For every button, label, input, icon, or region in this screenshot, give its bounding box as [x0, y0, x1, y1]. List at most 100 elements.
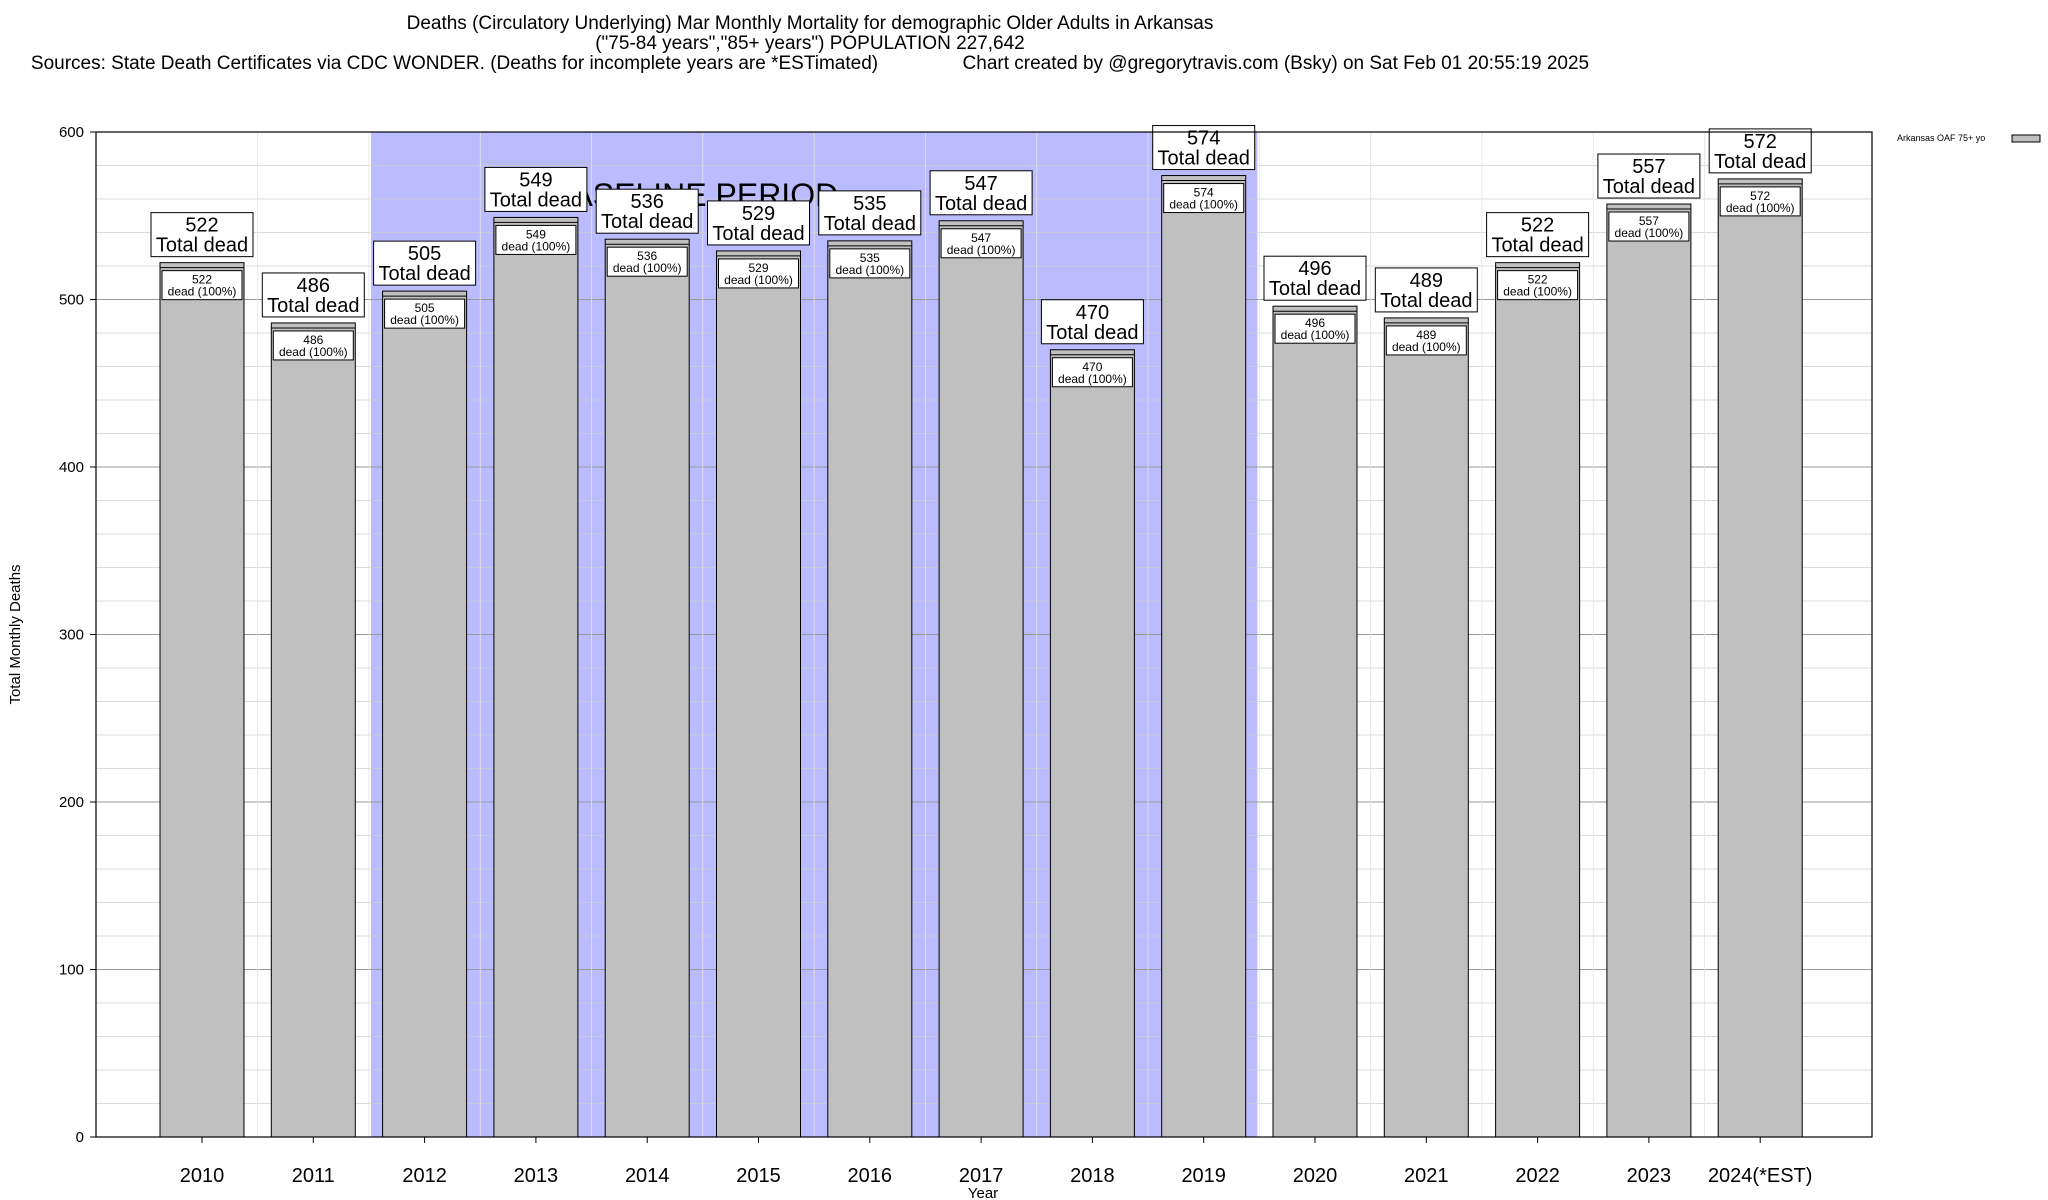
y-tick-label: 100 [59, 962, 84, 979]
bar [1383, 317, 1469, 1138]
inner-label-box [272, 330, 354, 361]
top-total-label: Total dead [490, 189, 582, 211]
top-total-label: Total dead [1714, 151, 1806, 173]
inner-percent-label: dead (100%) [1726, 201, 1795, 215]
y-tick-label: 300 [59, 627, 84, 644]
inner-value-label: 535 [860, 251, 880, 265]
inner-value-label: 489 [1416, 328, 1436, 342]
chart-subtitle: ("75-84 years","85+ years") POPULATION 2… [595, 33, 1025, 54]
inner-value-label: 574 [1194, 186, 1214, 200]
top-total-label: Total dead [935, 193, 1027, 215]
chart-title: Deaths (Circulatory Underlying) Mar Mont… [406, 13, 1214, 34]
x-tick-label: 2013 [514, 1165, 559, 1187]
inner-percent-label: dead (100%) [1281, 328, 1350, 342]
inner-percent-label: dead (100%) [613, 261, 682, 275]
top-total-label: Total dead [1603, 176, 1695, 198]
bar [270, 322, 356, 1138]
bar [493, 216, 579, 1138]
top-label-box [150, 212, 254, 258]
top-value-label: 522 [185, 215, 218, 237]
inner-percent-label: dead (100%) [502, 239, 571, 253]
inner-percent-label: dead (100%) [1169, 198, 1238, 212]
top-label-box [1708, 128, 1812, 174]
top-total-label: Total dead [1046, 322, 1138, 344]
y-tick-label: 400 [59, 459, 84, 476]
top-value-label: 470 [1076, 302, 1109, 324]
inner-label-box [384, 298, 466, 329]
y-tick-label: 600 [59, 124, 84, 141]
inner-label-box [1163, 183, 1245, 214]
y-tick-label: 200 [59, 794, 84, 811]
x-tick-label: 2021 [1404, 1165, 1449, 1187]
inner-value-label: 522 [1528, 273, 1548, 287]
top-value-label: 486 [297, 275, 330, 297]
inner-percent-label: dead (100%) [835, 263, 904, 277]
inner-value-label: 522 [192, 273, 212, 287]
bar [1717, 178, 1803, 1138]
x-tick-label: 2014 [625, 1165, 670, 1187]
inner-percent-label: dead (100%) [947, 243, 1016, 257]
top-total-label: Total dead [1380, 290, 1472, 312]
top-value-label: 522 [1521, 215, 1554, 237]
top-value-label: 529 [742, 203, 775, 225]
y-axis-title: Total Monthly Deaths [7, 564, 24, 704]
bar [938, 220, 1024, 1138]
top-value-label: 489 [1410, 270, 1443, 292]
inner-label-box [1497, 270, 1579, 301]
y-tick-label: 500 [59, 292, 84, 309]
inner-percent-label: dead (100%) [724, 273, 793, 287]
inner-percent-label: dead (100%) [1615, 226, 1684, 240]
y-tick-label: 0 [76, 1129, 84, 1146]
x-tick-label: 2015 [736, 1165, 781, 1187]
x-tick-label: 2012 [402, 1165, 447, 1187]
top-total-label: Total dead [1491, 235, 1583, 257]
inner-percent-label: dead (100%) [390, 313, 459, 327]
inner-percent-label: dead (100%) [1503, 285, 1572, 299]
inner-label-box [829, 248, 911, 279]
bar [1606, 203, 1692, 1138]
top-label-box [1486, 212, 1590, 258]
top-total-label: Total dead [824, 213, 916, 235]
x-tick-label: 2019 [1181, 1165, 1226, 1187]
legend-label: Arkansas OAF 75+ yo [1897, 133, 1985, 143]
bar [1049, 349, 1135, 1138]
bar [604, 238, 690, 1138]
x-tick-label: 2022 [1515, 1165, 1560, 1187]
bar [1495, 262, 1581, 1138]
inner-value-label: 496 [1305, 316, 1325, 330]
top-label-box [1597, 153, 1701, 199]
inner-percent-label: dead (100%) [279, 345, 348, 359]
x-axis-title: Year [968, 1185, 998, 1200]
bar [159, 262, 245, 1138]
x-tick-label: 2011 [292, 1165, 335, 1187]
top-label-box [373, 240, 477, 286]
x-tick-label: 2024(*EST) [1708, 1165, 1813, 1187]
inner-value-label: 557 [1639, 214, 1659, 228]
top-total-label: Total dead [1158, 148, 1250, 170]
legend-swatch [2011, 134, 2041, 143]
top-total-label: Total dead [1269, 278, 1361, 300]
inner-label-box [1274, 313, 1356, 344]
inner-label-box [495, 224, 577, 255]
top-label-box [1374, 267, 1478, 313]
chart-source-line: Sources: State Death Certificates via CD… [30, 53, 1590, 74]
top-value-label: 547 [964, 173, 997, 195]
top-value-label: 572 [1744, 131, 1777, 153]
inner-label-box [940, 228, 1022, 259]
top-label-box [929, 170, 1033, 216]
bar [382, 290, 468, 1138]
top-value-label: 505 [408, 243, 441, 265]
inner-label-box [161, 270, 243, 301]
